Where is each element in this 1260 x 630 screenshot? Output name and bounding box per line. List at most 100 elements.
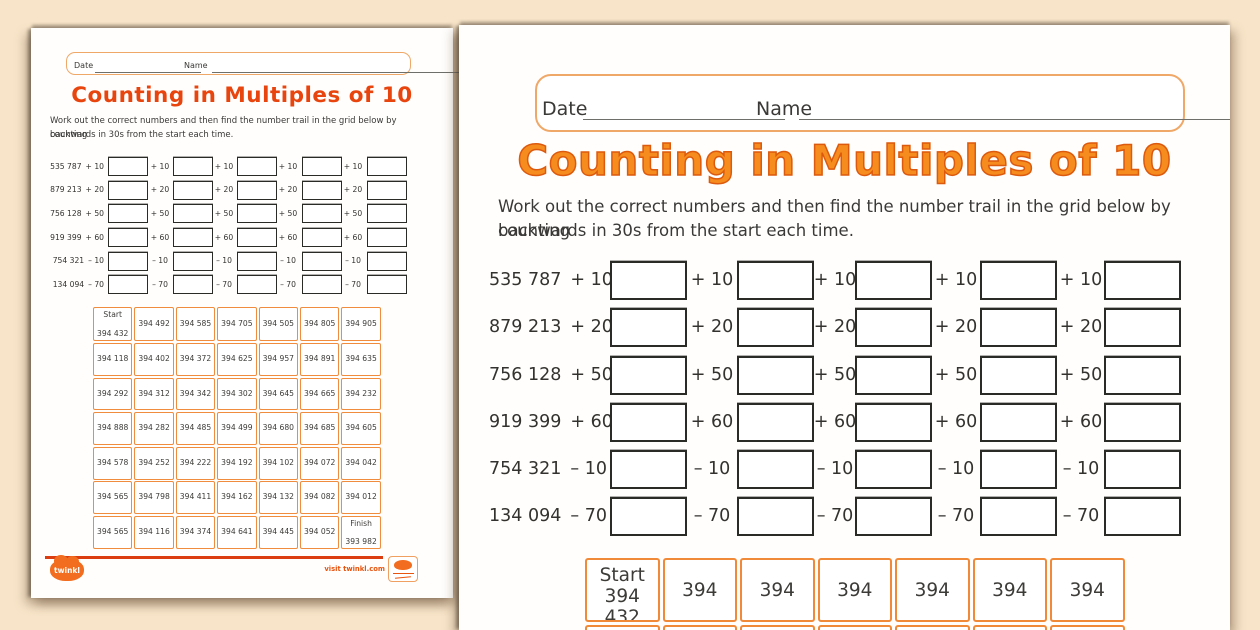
answer-box <box>1104 450 1181 489</box>
grid-cell: 394 891 <box>972 625 1047 630</box>
grid-cell: 394 372 <box>175 343 216 376</box>
date-name-box <box>535 74 1185 132</box>
operator-label: – 70 <box>937 505 975 526</box>
grid-cell: 394 499 <box>217 412 257 445</box>
operator-label: + 20 <box>278 185 298 195</box>
problem-label: 134 094– 70 <box>37 280 104 289</box>
operator-label: + 60 <box>150 232 170 242</box>
answer-box <box>108 180 148 200</box>
answer-box <box>1104 308 1181 347</box>
grid-cell: 394 625 <box>817 625 892 630</box>
operator-label: + 50 <box>690 364 734 385</box>
grid-cell: 394 645 <box>258 377 298 411</box>
grid-cell: 394 372 <box>740 625 815 630</box>
operator-label: + 50 <box>278 209 298 219</box>
grid-cell: 394 665 <box>300 377 340 411</box>
answer-box <box>610 308 687 347</box>
answer-box <box>237 204 277 224</box>
answer-box <box>108 228 148 247</box>
grid-cell: 394 302 <box>217 377 257 411</box>
answer-box <box>237 180 277 200</box>
problem-start-number: 134 094 <box>489 505 562 526</box>
problem-first-operator: + 60 <box>570 411 613 432</box>
grid-cell: 394 635 <box>341 343 381 376</box>
grid-cell: 394 132 <box>258 481 298 515</box>
answer-box <box>855 356 932 395</box>
grid-cell-value: 394 432 <box>604 586 640 622</box>
problem-first-operator: + 10 <box>85 161 104 171</box>
visit-twinkl-text: visit twinkl.com <box>324 565 385 573</box>
answer-box <box>610 497 687 536</box>
operator-label: + 20 <box>1059 316 1103 337</box>
operator-label: + 20 <box>813 316 857 337</box>
grid-cell: 394 957 <box>258 343 298 376</box>
grid-cell: 394 118 <box>93 343 133 376</box>
grid-cell: 394 805 <box>972 558 1047 622</box>
name-underline <box>799 119 1230 120</box>
twinkl-badge <box>388 556 418 582</box>
grid-cell: 394 798 <box>134 481 174 515</box>
operator-label: – 10 <box>280 256 296 266</box>
answer-box <box>610 261 687 300</box>
operator-label: – 10 <box>816 458 854 479</box>
answer-box <box>980 497 1057 536</box>
answer-box <box>302 157 342 176</box>
grid-cell: 394 891 <box>300 343 340 376</box>
answer-box <box>1104 261 1181 300</box>
grid-cell: 394 685 <box>300 412 340 445</box>
operator-label: – 70 <box>816 505 854 526</box>
grid-cell: 394 905 <box>341 307 381 341</box>
problem-first-operator: + 60 <box>85 232 104 242</box>
twinkl-logo: twinkl <box>50 555 84 581</box>
grid-cell: 394 641 <box>217 516 257 549</box>
answer-box <box>610 356 687 395</box>
problem-label: 879 213 + 20 <box>489 317 613 337</box>
answer-box <box>855 450 932 489</box>
problem-first-operator: + 10 <box>570 269 613 290</box>
answer-box <box>1104 356 1181 395</box>
problem-label: 535 787 + 10 <box>489 269 613 290</box>
operator-label: – 10 <box>345 256 361 266</box>
answer-box <box>855 308 932 347</box>
answer-box <box>610 450 687 489</box>
grid-cell: 394 402 <box>134 343 174 376</box>
problem-label: 754 321– 10 <box>37 256 104 265</box>
problem-start-number: 756 128 <box>50 209 82 219</box>
answer-box <box>737 261 814 300</box>
problem-label: 754 321– 10 <box>489 459 607 479</box>
instructions-line-1: Work out the correct numbers and then fi… <box>498 197 1171 240</box>
twinkl-logo-text: twinkl <box>54 565 80 575</box>
name-label: Name <box>184 61 208 70</box>
answer-box <box>855 497 932 536</box>
operator-label: – 70 <box>345 280 361 290</box>
problem-label: 879 213 + 20 <box>37 185 104 194</box>
grid-cell: 394 374 <box>175 516 216 549</box>
operator-label: + 20 <box>934 316 978 337</box>
answer-box <box>173 180 213 200</box>
answer-box <box>1104 497 1181 536</box>
answer-box <box>108 275 148 295</box>
answer-box <box>737 356 814 395</box>
twinkl-badge-cloud-icon <box>394 560 412 570</box>
grid-cell: 394 232 <box>341 377 381 411</box>
grid-cell: 394 118 <box>585 625 660 630</box>
worksheet-page-thumbnail: Date Name Counting in Multiples of 10 Work … <box>31 28 545 598</box>
answer-box <box>855 403 932 442</box>
twinkl-badge-scribble <box>394 576 412 579</box>
answer-box <box>237 228 277 247</box>
answer-box <box>302 204 342 224</box>
problem-first-operator: + 20 <box>85 185 104 195</box>
date-label: Date <box>542 98 588 120</box>
answer-box <box>108 204 148 224</box>
grid-cell: 394 082 <box>300 481 340 515</box>
problem-start-number: 535 787 <box>489 269 562 290</box>
answer-box <box>737 308 814 347</box>
worksheet-page-zoomed: Date Name Counting in Multiples of 10 Work … <box>459 25 1230 630</box>
grid-cell: 394 805 <box>300 307 340 341</box>
operator-label: – 70 <box>216 280 232 290</box>
operator-label: + 10 <box>343 161 363 171</box>
problem-first-operator: – 10 <box>570 458 607 479</box>
answer-box <box>737 450 814 489</box>
grid-cell: 394 445 <box>258 516 298 549</box>
